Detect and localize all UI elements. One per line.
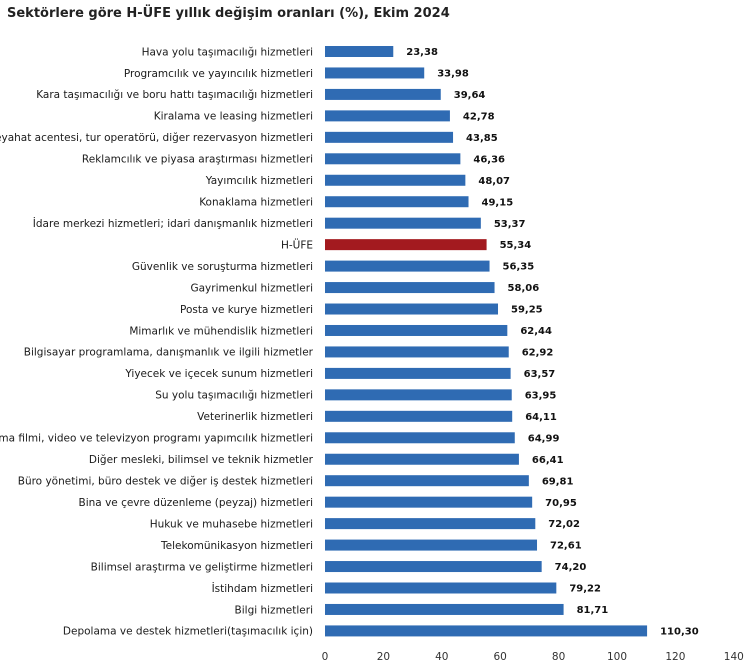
data-label: 63,57: [524, 369, 556, 380]
category-label: Diğer mesleki, bilimsel ve teknik hizmet…: [89, 454, 314, 466]
bar: [325, 518, 536, 530]
x-tick-label: 100: [607, 651, 627, 663]
data-label: 63,95: [525, 390, 557, 401]
bar: [325, 539, 538, 551]
x-tick-label: 40: [435, 651, 448, 663]
data-label: 69,81: [542, 476, 574, 487]
category-label: Güvenlik ve soruşturma hizmetleri: [132, 261, 313, 273]
bar: [325, 582, 557, 594]
bar: [325, 603, 564, 615]
bars-layer: [325, 46, 648, 637]
data-label: 33,98: [437, 69, 469, 80]
bar: [325, 410, 513, 422]
data-label: 64,11: [525, 412, 557, 423]
data-label: 23,38: [406, 47, 438, 58]
category-labels: Hava yolu taşımacılığı hizmetleri Program…: [0, 46, 314, 637]
data-label: 46,36: [473, 154, 505, 165]
category-label: Hukuk ve muhasebe hizmetleri: [150, 518, 313, 530]
category-label: Hava yolu taşımacılığı hizmetleri: [142, 46, 313, 58]
data-label: 58,06: [508, 283, 540, 294]
category-label: Bina ve çevre düzenleme (peyzaj) hizmetl…: [79, 497, 313, 509]
category-label: H-ÜFE: [281, 238, 313, 251]
data-label: 55,34: [500, 240, 532, 251]
bar: [325, 110, 450, 122]
bar: [325, 153, 461, 165]
category-label: Depolama ve destek hizmetleri(taşımacılı…: [63, 626, 313, 638]
x-tick-label: 120: [665, 651, 685, 663]
bar: [325, 453, 519, 465]
bar: [325, 239, 487, 251]
data-label: 49,15: [482, 197, 514, 208]
bar: [325, 196, 469, 208]
bar: [325, 88, 441, 100]
data-label: 39,64: [454, 90, 486, 101]
category-label: Programcılık ve yayıncılık hizmetleri: [124, 68, 313, 80]
data-label: 53,37: [494, 219, 526, 230]
category-label: Veterinerlik hizmetleri: [197, 411, 313, 423]
data-label: 48,07: [478, 176, 510, 187]
x-tick-label: 20: [377, 651, 390, 663]
bar: [325, 174, 466, 186]
category-label: Telekomünikasyon hizmetleri: [160, 540, 313, 552]
bar: [325, 389, 512, 401]
category-label: Reklamcılık ve piyasa araştırması hizmet…: [82, 154, 313, 166]
bar: [325, 282, 495, 294]
x-tick-label: 80: [552, 651, 565, 663]
value-labels: 23,38 33,98 39,64 42,78 43,85 46,36 48,07 49,15…: [406, 47, 698, 637]
x-tick-label: 60: [494, 651, 507, 663]
category-label: Sinema filmi, video ve televizyon progra…: [0, 433, 313, 445]
data-label: 64,99: [528, 433, 560, 444]
chart-title: Sektörlere göre H-ÜFE yıllık değişim ora…: [7, 6, 450, 21]
data-label: 43,85: [466, 133, 498, 144]
bar: [325, 67, 425, 79]
category-label: Bilgi hizmetleri: [235, 604, 313, 616]
bar: [325, 46, 394, 57]
x-tick-label: 140: [724, 651, 744, 663]
bar: [325, 346, 509, 358]
data-label: 66,41: [532, 455, 564, 466]
data-label: 72,02: [548, 519, 580, 530]
data-label: 62,92: [522, 348, 554, 359]
bar: [325, 625, 648, 637]
data-label: 81,71: [577, 605, 609, 616]
category-label: Yayımcılık hizmetleri: [205, 175, 313, 187]
category-label: Su yolu taşımacılığı hizmetleri: [155, 390, 313, 402]
category-label: Büro yönetimi, büro destek ve diğer iş d…: [18, 476, 313, 488]
category-label: Bilgisayar programlama, danışmanlık ve i…: [24, 347, 314, 359]
x-tick-label: 0: [322, 651, 329, 663]
x-axis: 0 20 40 60 80 100 120 140: [322, 651, 744, 663]
bar: [325, 432, 515, 444]
data-label: 72,61: [550, 541, 582, 552]
data-label: 56,35: [503, 262, 535, 273]
category-label: Gayrimenkul hizmetleri: [190, 282, 313, 294]
category-label: Bilimsel araştırma ve geliştirme hizmetl…: [91, 561, 313, 573]
bar: [325, 475, 529, 487]
bar: [325, 303, 499, 315]
bar: [325, 324, 508, 336]
data-label: 74,20: [555, 562, 587, 573]
category-label: Kiralama ve leasing hizmetleri: [154, 111, 313, 123]
data-label: 59,25: [511, 305, 543, 316]
category-label: Kara taşımacılığı ve boru hattı taşımacı…: [36, 89, 313, 101]
bar: [325, 260, 490, 272]
category-label: Mimarlık ve mühendislik hizmetleri: [129, 325, 313, 337]
category-label: İstihdam hizmetleri: [212, 582, 313, 595]
data-label: 62,44: [520, 326, 552, 337]
data-label: 110,30: [660, 627, 699, 638]
bar: [325, 496, 533, 508]
category-label: Yiyecek ve içecek sunum hizmetleri: [124, 368, 313, 380]
category-label: Seyahat acentesi, tur operatörü, diğer r…: [0, 132, 313, 144]
data-label: 70,95: [545, 498, 577, 509]
bar: [325, 367, 511, 379]
data-label: 42,78: [463, 111, 495, 122]
data-label: 79,22: [569, 584, 601, 595]
category-label: Posta ve kurye hizmetleri: [180, 304, 313, 316]
bar: [325, 217, 481, 229]
bar: [325, 561, 542, 573]
bar: [325, 131, 454, 143]
category-label: İdare merkezi hizmetleri; idari danışman…: [33, 217, 313, 230]
category-label: Konaklama hizmetleri: [199, 197, 313, 209]
